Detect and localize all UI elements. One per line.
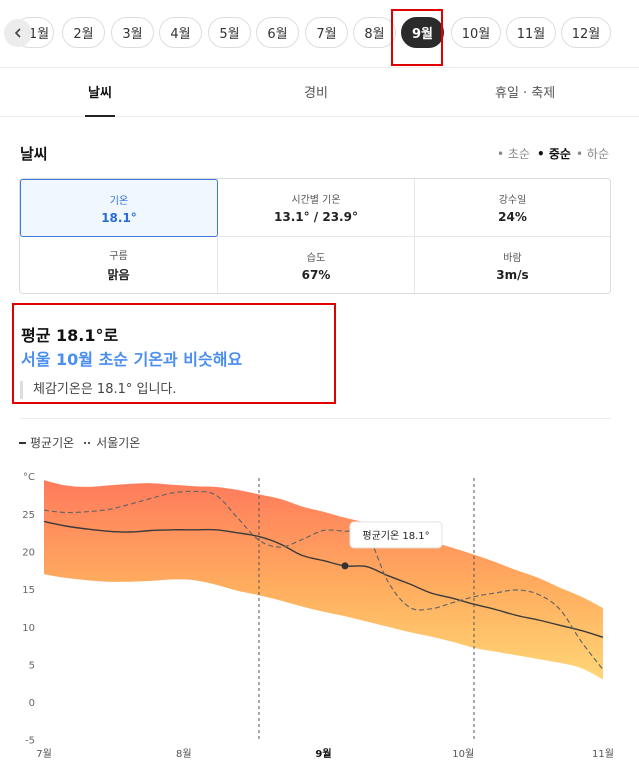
temperature-range-band [44,480,603,680]
legend-seoul-label: 서울기온 [96,436,141,450]
x-tick-label: 7월 [36,748,52,760]
divider [20,418,611,419]
month-tab-12[interactable]: 12월 [561,17,611,48]
y-axis-unit: °C [23,472,35,483]
stat-wind[interactable]: 바람 3m/s [496,252,529,282]
y-tick-label: 20 [22,548,35,559]
y-tick-label: 25 [22,510,35,521]
chart-legend: 평균기온 서울기온 [19,434,140,451]
month-tab-4[interactable]: 4월 [159,17,202,48]
stat-temperature[interactable]: 기온 18.1° [20,179,218,237]
x-tick-label: 8월 [176,748,192,760]
stat-humidity[interactable]: 습도 67% [301,252,331,282]
period-late[interactable]: • 하순 [576,147,609,161]
period-early[interactable]: • 초순 [497,147,530,161]
tab-underline [85,115,115,117]
chevron-left-icon[interactable] [4,19,32,47]
summary-average: 평균 18.1°로 [21,326,119,345]
legend-solid-swatch [19,441,26,444]
y-tick-label: 10 [22,623,35,634]
weather-stats-grid: 기온 18.1° 시간별 기온 13.1° / 23.9° 강수일 24% 구름… [19,178,611,294]
legend-dashed-swatch [84,441,93,444]
tooltip-box [349,521,443,549]
y-tick-label: 0 [29,698,35,709]
y-tick-label: 15 [22,585,35,596]
tab-weather[interactable]: 날씨 [88,86,112,101]
x-tick-label: 9월 [315,748,331,760]
period-mid[interactable]: • 중순 [537,147,571,161]
summary-comparison: 서울 10월 초순 기온과 비슷해요 [21,350,243,369]
stat-cloud[interactable]: 구름 맑음 [107,251,130,282]
grid-divider [20,236,610,237]
section-title: 날씨 [20,145,48,163]
stat-rain-days[interactable]: 강수일 24% [498,195,527,224]
month-tab-2[interactable]: 2월 [62,17,105,48]
tooltip-text: 평균기온 18.1° [362,530,429,542]
tab-bar: 날씨 경비 휴일 · 축제 [0,68,639,117]
feels-like-text: 체감기온은 18.1° 입니다. [20,381,177,399]
month-tab-9[interactable]: 9월 [401,17,444,48]
x-tick-label: 10월 [452,748,474,760]
y-tick-label: -5 [25,736,35,747]
tab-holiday-festival[interactable]: 휴일 · 축제 [495,86,556,101]
month-selector: 1월 2월 3월 4월 5월 6월 7월 8월 9월 10월 11월 12월 [0,0,639,68]
month-tab-6[interactable]: 6월 [256,17,299,48]
stat-hourly-temp[interactable]: 시간별 기온 13.1° / 23.9° [274,195,358,224]
seoul-temp-line [43,490,604,671]
y-tick-label: 5 [29,660,35,671]
month-tab-11[interactable]: 11월 [506,17,556,48]
tab-expense[interactable]: 경비 [304,86,328,101]
month-tab-8[interactable]: 8월 [353,17,396,48]
current-point-marker [341,562,349,570]
average-temp-line [43,520,604,638]
legend-avg-label: 평균기온 [30,436,75,450]
temperature-chart: °C 25 20 15 10 5 0 -5 평균기온 18.1° 7월 8월 9월 10월 11월 [22,472,614,760]
month-tab-7[interactable]: 7월 [305,17,348,48]
month-tab-5[interactable]: 5월 [208,17,251,48]
x-tick-label: 11월 [592,748,614,760]
month-tab-3[interactable]: 3월 [111,17,154,48]
month-tab-10[interactable]: 10월 [451,17,501,48]
